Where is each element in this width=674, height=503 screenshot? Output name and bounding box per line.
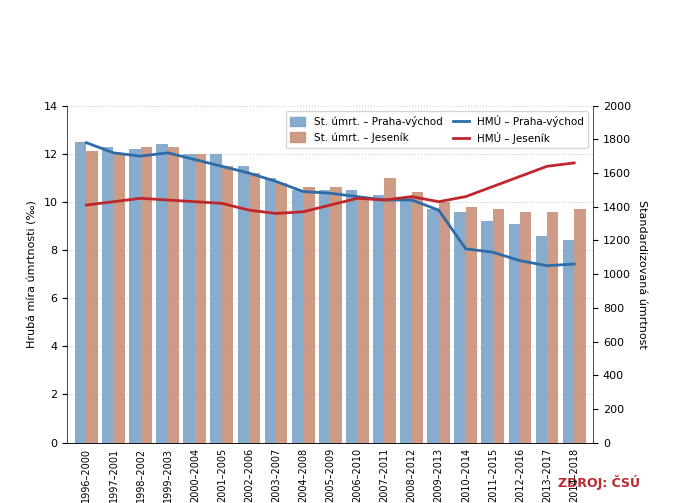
Bar [237,166,249,443]
Bar [481,221,493,443]
Bar [141,146,152,443]
Bar [113,154,125,443]
Bar [509,224,520,443]
Bar [276,183,287,443]
Text: ZDROJ: ČSÚ: ZDROJ: ČSÚ [558,475,640,490]
Y-axis label: Hrubá míra úmrtnosti (‰): Hrubá míra úmrtnosti (‰) [28,200,38,348]
Bar [454,212,466,443]
Bar [222,166,233,443]
Bar [427,209,439,443]
Bar [547,212,559,443]
Bar [183,154,195,443]
Bar [102,146,113,443]
Bar [249,173,260,443]
Bar [210,154,222,443]
Bar [439,202,450,443]
Bar [357,197,369,443]
Bar [384,178,396,443]
Y-axis label: Standardizovaná úmrtnost: Standardizovaná úmrtnost [636,200,646,349]
Bar [75,142,86,443]
Text: Standardizovaná míra úmrtnosti a hrubá míra úmrtnosti v okresech: Standardizovaná míra úmrtnosti a hrubá m… [13,27,511,42]
Bar [400,197,412,443]
Bar [168,146,179,443]
Bar [493,209,504,443]
Bar [520,212,531,443]
Bar [156,144,168,443]
Bar [373,195,384,443]
Bar [563,240,574,443]
Bar [536,235,547,443]
Bar [466,207,477,443]
Bar [303,188,315,443]
Bar [195,154,206,443]
Bar [86,151,98,443]
Bar [346,190,357,443]
Bar [265,178,276,443]
Bar [412,192,423,443]
Legend: St. úmrt. – Praha-východ, St. úmrt. – Jeseník, HMÚ – Praha-východ, HMÚ – Jeseník: St. úmrt. – Praha-východ, St. úmrt. – Je… [286,111,588,148]
Bar [574,209,586,443]
Bar [129,149,141,443]
Bar [330,188,342,443]
Bar [292,190,303,443]
Bar [319,190,330,443]
Text: Praha-východ a Jeseník: Praha-východ a Jeseník [13,65,206,81]
